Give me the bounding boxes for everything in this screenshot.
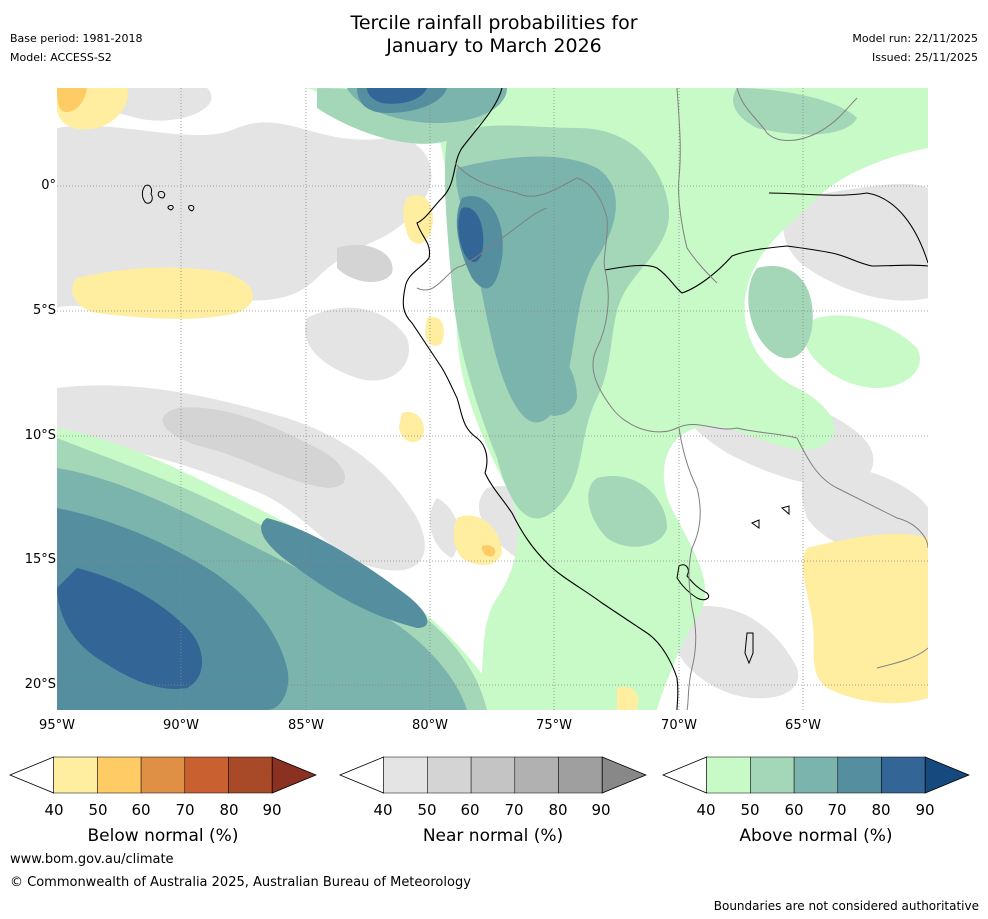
cb-tick: 50	[88, 801, 108, 819]
map-title: Tercile rainfall probabilities for Janua…	[0, 12, 988, 58]
colorbar-segment	[97, 756, 142, 794]
colorbar-extend-high	[601, 756, 647, 794]
lon-label: 70°W	[661, 718, 697, 733]
cb-tick: 40	[373, 801, 393, 819]
colorbar-segment	[53, 756, 98, 794]
cb-tick: 40	[696, 801, 716, 819]
colorbar-segment	[140, 756, 186, 794]
title-line-2: January to March 2026	[386, 35, 602, 57]
lat-label: 10°S	[24, 428, 56, 443]
below-normal-regions	[57, 88, 928, 710]
colorbar-segment	[750, 756, 795, 794]
colorbar-extend-low	[8, 756, 55, 794]
lon-label: 90°W	[163, 718, 199, 733]
colorbar-segment	[228, 756, 273, 794]
probability-map	[57, 88, 928, 710]
cb-tick: 60	[784, 801, 804, 819]
lat-label: 0°	[41, 178, 56, 193]
lat-label: 15°S	[24, 552, 56, 567]
base-period: Base period: 1981-2018	[10, 32, 143, 45]
colorbar-segment	[558, 756, 603, 794]
colorbar-extend-high	[271, 756, 317, 794]
model-run-date: Model run: 22/11/2025	[852, 32, 978, 45]
website-link[interactable]: www.bom.gov.au/climate	[10, 852, 174, 867]
lon-label: 65°W	[785, 718, 821, 733]
below-normal-colorbar	[8, 756, 317, 794]
cb-tick: 50	[417, 801, 437, 819]
colorbar-legends	[8, 756, 970, 794]
cb-tick: 60	[460, 801, 480, 819]
coastline	[402, 88, 679, 710]
lake-titicaca	[676, 564, 710, 601]
galapagos-islands	[141, 184, 195, 212]
cb-tick: 80	[871, 801, 891, 819]
cb-tick: 80	[548, 801, 568, 819]
copyright-notice: © Commonwealth of Australia 2025, Austra…	[10, 875, 471, 890]
lon-label: 75°W	[536, 718, 572, 733]
colorbar-segment	[470, 756, 516, 794]
lat-label: 20°S	[24, 677, 56, 692]
lon-label: 95°W	[39, 718, 75, 733]
colorbar-extend-low	[338, 756, 385, 794]
near-normal-colorbar	[338, 756, 647, 794]
colorbar-segment	[383, 756, 428, 794]
cb-tick: 50	[740, 801, 760, 819]
below-normal-title: Below normal (%)	[87, 826, 239, 846]
lat-label: 5°S	[32, 303, 56, 318]
cb-tick: 70	[504, 801, 524, 819]
issued-date: Issued: 25/11/2025	[871, 51, 978, 64]
country-borders	[416, 88, 928, 710]
lon-label: 80°W	[412, 718, 448, 733]
colorbar-segment	[514, 756, 559, 794]
colorbar-segment	[184, 756, 229, 794]
lon-label: 85°W	[288, 718, 324, 733]
cb-tick: 70	[175, 801, 195, 819]
colorbar-extend-high	[924, 756, 970, 794]
cb-tick: 90	[591, 801, 611, 819]
colorbar-segment	[706, 756, 751, 794]
above-normal-title: Above normal (%)	[739, 826, 893, 846]
cb-tick: 90	[262, 801, 282, 819]
boundary-disclaimer: Boundaries are not considered authoritat…	[713, 899, 979, 913]
colorbar-segment	[793, 756, 839, 794]
above-normal-colorbar	[661, 756, 970, 794]
colorbar-segment	[881, 756, 926, 794]
cb-tick: 90	[915, 801, 935, 819]
cb-tick: 40	[44, 801, 64, 819]
cb-tick: 80	[219, 801, 239, 819]
colorbar-segment	[837, 756, 882, 794]
model-name: Model: ACCESS-S2	[10, 51, 112, 64]
cb-tick: 60	[131, 801, 151, 819]
cb-tick: 70	[827, 801, 847, 819]
amazon-river	[604, 245, 928, 294]
above-normal-regions	[57, 88, 928, 710]
colorbar-extend-low	[661, 756, 708, 794]
colorbar-segment	[427, 756, 472, 794]
title-line-1: Tercile rainfall probabilities for	[350, 12, 638, 34]
near-normal-title: Near normal (%)	[422, 826, 564, 846]
